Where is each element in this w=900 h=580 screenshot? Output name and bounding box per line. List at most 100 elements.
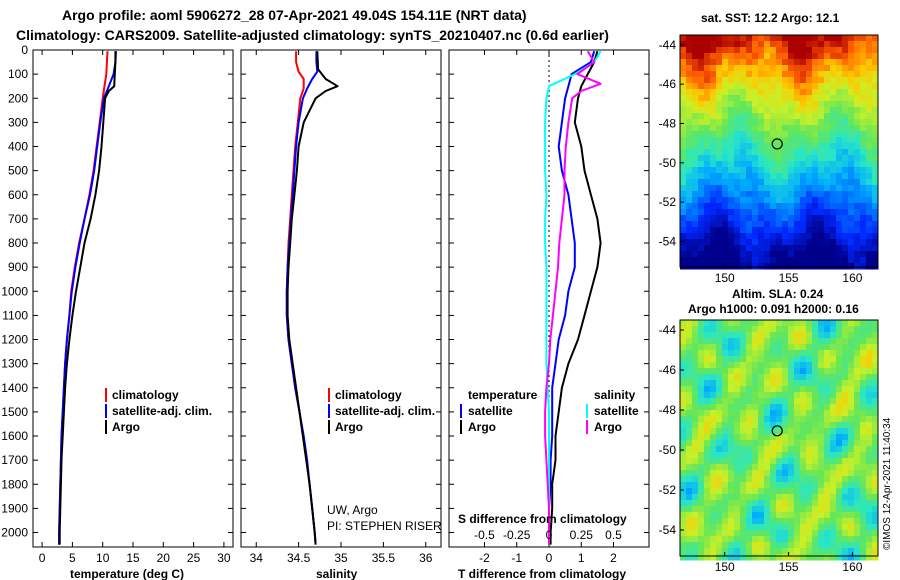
map-cell [800,197,807,204]
map-cell [776,554,783,561]
map-cell [734,197,741,204]
map-cell [824,434,831,441]
map-cell [818,368,825,375]
map-cell [872,332,879,339]
map-cell [866,167,873,174]
map-cell [764,101,771,108]
map-cell [752,113,759,120]
series-line-climatology [285,51,317,545]
map-cell [824,428,831,435]
map-cell [692,320,699,327]
map-cell [746,416,753,423]
map-cell [782,554,789,561]
lon-tick-label: 160 [842,560,862,574]
map-cell [854,131,861,138]
map-cell [764,221,771,228]
map-cell [698,59,705,66]
map-cell [824,53,831,60]
map-cell [818,506,825,513]
map-cell [794,221,801,228]
map-cell [818,203,825,210]
map-cell [848,404,855,411]
map-cell [872,239,879,246]
map-cell [698,326,705,333]
map-cell [788,512,795,519]
map-cell [698,320,705,327]
map-cell [860,422,867,429]
map-cell [812,263,819,270]
map-cell [866,398,873,405]
map-cell [746,47,753,54]
map-cell [752,494,759,501]
map-cell [698,392,705,399]
map-cell [806,227,813,234]
map-cell [824,548,831,555]
map-cell [830,245,837,252]
map-cell [836,392,843,399]
map-cell [806,53,813,60]
map-cell [812,77,819,84]
map-cell [746,125,753,132]
lon-tick-label: 155 [779,560,799,574]
map-cell [860,149,867,156]
map-cell [788,506,795,513]
map-cell [800,251,807,258]
map-cell [740,494,747,501]
map-cell [806,524,813,531]
map-cell [794,338,801,345]
map-cell [770,464,777,471]
map-cell [872,107,879,114]
map-cell [854,257,861,264]
map-cell [680,332,687,339]
map-cell [824,524,831,531]
map-cell [746,83,753,90]
map-cell [770,476,777,483]
map-cell [728,59,735,66]
map-cell [710,221,717,228]
map-cell [698,554,705,561]
map-cell [806,65,813,72]
map-cell [758,500,765,507]
map-cell [854,215,861,222]
map-cell [818,542,825,549]
map-cell [794,326,801,333]
map-cell [740,155,747,162]
map-cell [872,356,879,363]
map-cell [686,344,693,351]
map-cell [710,233,717,240]
map-cell [770,398,777,405]
map-cell [716,197,723,204]
map-cell [866,137,873,144]
map-cell [800,179,807,186]
temperature-legend: climatology satellite-adj. clim. Argo [105,388,212,434]
map-cell [752,71,759,78]
map-cell [812,458,819,465]
map-cell [860,326,867,333]
map-cell [734,245,741,252]
map-cell [860,500,867,507]
map-cell [692,239,699,246]
map-cell [764,542,771,549]
map-cell [704,494,711,501]
map-cell [842,167,849,174]
map-cell [842,446,849,453]
map-cell [740,398,747,405]
map-cell [830,506,837,513]
map-cell [806,470,813,477]
map-cell [716,380,723,387]
map-cell [716,500,723,507]
map-cell [686,470,693,477]
map-cell [800,506,807,513]
map-cell [848,554,855,561]
map-cell [752,488,759,495]
map-cell [692,221,699,228]
map-cell [692,488,699,495]
map-cell [842,185,849,192]
map-cell [722,155,729,162]
series-line-argo [58,51,117,545]
map-cell [770,488,777,495]
map-cell [770,113,777,120]
map-cell [752,125,759,132]
map-cell [716,71,723,78]
map-cell [788,71,795,78]
